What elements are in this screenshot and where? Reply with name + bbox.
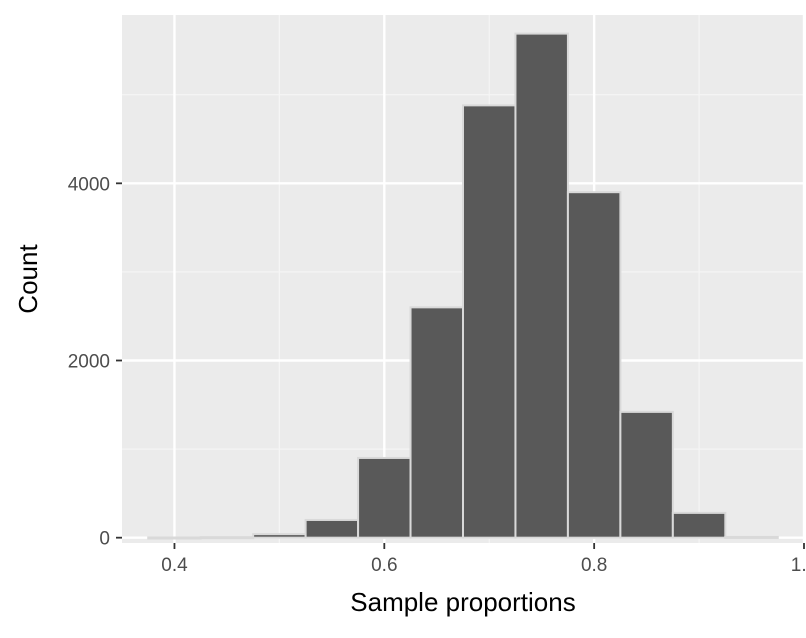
- x-axis-title: Sample proportions: [350, 587, 575, 617]
- x-tick-label: 0.8: [581, 555, 607, 576]
- histogram-bar: [619, 410, 674, 539]
- histogram-bar: [252, 533, 307, 539]
- x-tick-label: 0.4: [161, 555, 188, 576]
- x-tick-label: 0.6: [371, 555, 397, 576]
- histogram-bar: [462, 104, 517, 539]
- histogram-bar: [514, 32, 569, 539]
- x-tick-label: 1.0: [791, 555, 806, 576]
- histogram-bars: [147, 32, 779, 540]
- histogram-bar: [147, 536, 202, 540]
- histogram-bar: [671, 511, 727, 539]
- y-axis-title: Count: [13, 244, 43, 314]
- histogram-bar: [566, 191, 622, 539]
- histogram-bar: [199, 536, 255, 540]
- histogram-bar: [304, 518, 360, 539]
- axis-ticks: 0.4 0.6 0.8 1.0 0 2000 4000: [68, 174, 806, 576]
- histogram-bar: [409, 306, 464, 539]
- histogram-bar: [357, 456, 412, 539]
- y-tick-label: 0: [99, 529, 110, 550]
- y-tick-label: 4000: [68, 174, 110, 195]
- y-tick-label: 2000: [68, 352, 110, 373]
- histogram-bar: [724, 535, 779, 539]
